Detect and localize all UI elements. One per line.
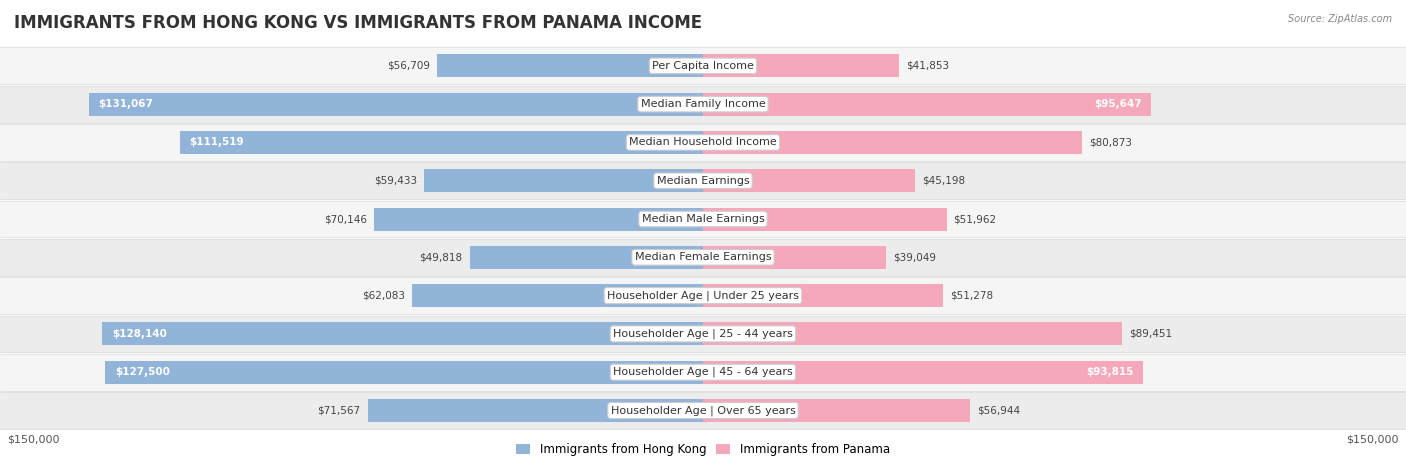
Text: IMMIGRANTS FROM HONG KONG VS IMMIGRANTS FROM PANAMA INCOME: IMMIGRANTS FROM HONG KONG VS IMMIGRANTS … (14, 14, 702, 32)
Text: $80,873: $80,873 (1090, 137, 1132, 148)
Bar (470, 246, 703, 269)
Text: Householder Age | Under 25 years: Householder Age | Under 25 years (607, 290, 799, 301)
Text: $93,815: $93,815 (1085, 367, 1133, 377)
Text: Householder Age | 45 - 64 years: Householder Age | 45 - 64 years (613, 367, 793, 377)
Bar (89, 92, 703, 116)
Text: $56,944: $56,944 (977, 405, 1019, 416)
Text: Median Earnings: Median Earnings (657, 176, 749, 186)
Text: $95,647: $95,647 (1094, 99, 1142, 109)
Bar (425, 169, 703, 192)
Bar (703, 361, 1143, 384)
Bar (412, 284, 703, 307)
Text: Source: ZipAtlas.com: Source: ZipAtlas.com (1288, 14, 1392, 24)
Bar (437, 54, 703, 78)
Text: $71,567: $71,567 (318, 405, 360, 416)
Text: $70,146: $70,146 (325, 214, 367, 224)
Bar (703, 207, 946, 231)
Text: Median Family Income: Median Family Income (641, 99, 765, 109)
Bar (103, 322, 703, 346)
Text: $131,067: $131,067 (98, 99, 153, 109)
Text: $62,083: $62,083 (361, 290, 405, 301)
Text: $56,709: $56,709 (387, 61, 430, 71)
Text: $39,049: $39,049 (893, 252, 936, 262)
Text: Median Household Income: Median Household Income (628, 137, 778, 148)
Text: Householder Age | Over 65 years: Householder Age | Over 65 years (610, 405, 796, 416)
Bar (703, 246, 886, 269)
Text: $128,140: $128,140 (112, 329, 167, 339)
Bar (703, 131, 1083, 154)
Legend: Immigrants from Hong Kong, Immigrants from Panama: Immigrants from Hong Kong, Immigrants fr… (512, 439, 894, 461)
Text: $150,000: $150,000 (1347, 434, 1399, 444)
Bar (703, 399, 970, 422)
Bar (703, 92, 1152, 116)
Text: $89,451: $89,451 (1129, 329, 1173, 339)
Text: Median Male Earnings: Median Male Earnings (641, 214, 765, 224)
Text: Householder Age | 25 - 44 years: Householder Age | 25 - 44 years (613, 329, 793, 339)
Text: $41,853: $41,853 (907, 61, 949, 71)
Text: Median Female Earnings: Median Female Earnings (634, 252, 772, 262)
Bar (374, 207, 703, 231)
Text: $51,278: $51,278 (950, 290, 994, 301)
Bar (703, 54, 900, 78)
Bar (180, 131, 703, 154)
Text: $127,500: $127,500 (115, 367, 170, 377)
Text: $150,000: $150,000 (7, 434, 59, 444)
Text: $111,519: $111,519 (190, 137, 245, 148)
Bar (703, 322, 1122, 346)
Text: $49,818: $49,818 (419, 252, 463, 262)
Text: Per Capita Income: Per Capita Income (652, 61, 754, 71)
Bar (105, 361, 703, 384)
Text: $45,198: $45,198 (922, 176, 965, 186)
Bar (367, 399, 703, 422)
Bar (703, 169, 915, 192)
Text: $59,433: $59,433 (374, 176, 418, 186)
Text: $51,962: $51,962 (953, 214, 997, 224)
Bar (703, 284, 943, 307)
